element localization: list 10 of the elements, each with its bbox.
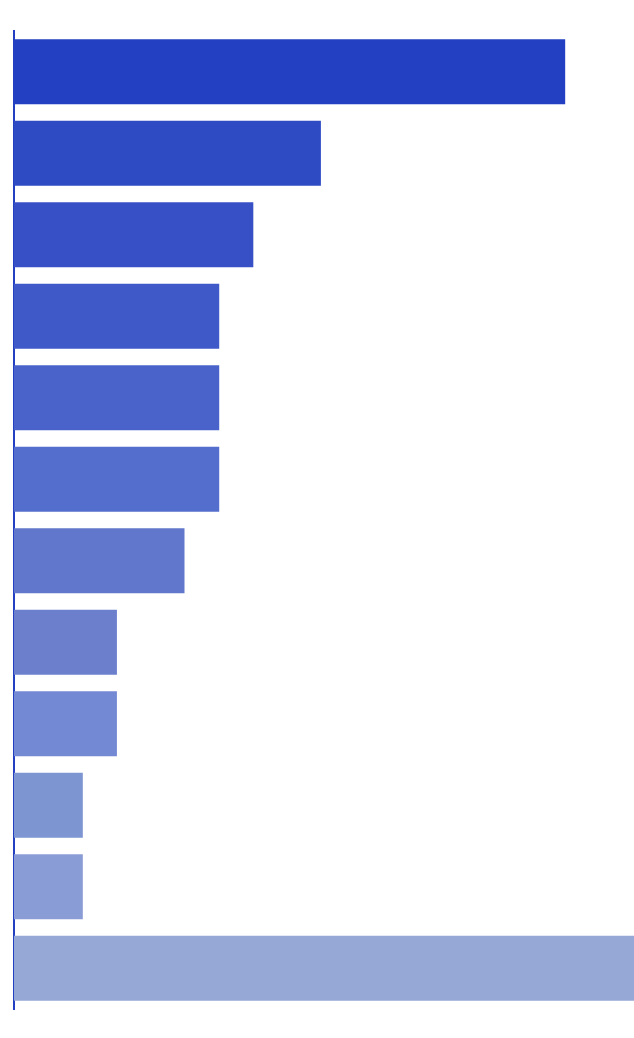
bar <box>14 772 83 838</box>
bar <box>14 609 117 675</box>
bar <box>14 528 185 594</box>
bar <box>14 283 220 349</box>
bar <box>14 446 220 512</box>
bar <box>14 691 117 757</box>
bar <box>14 935 634 1001</box>
bar <box>14 202 254 268</box>
bar <box>14 854 83 920</box>
bar <box>14 365 220 431</box>
